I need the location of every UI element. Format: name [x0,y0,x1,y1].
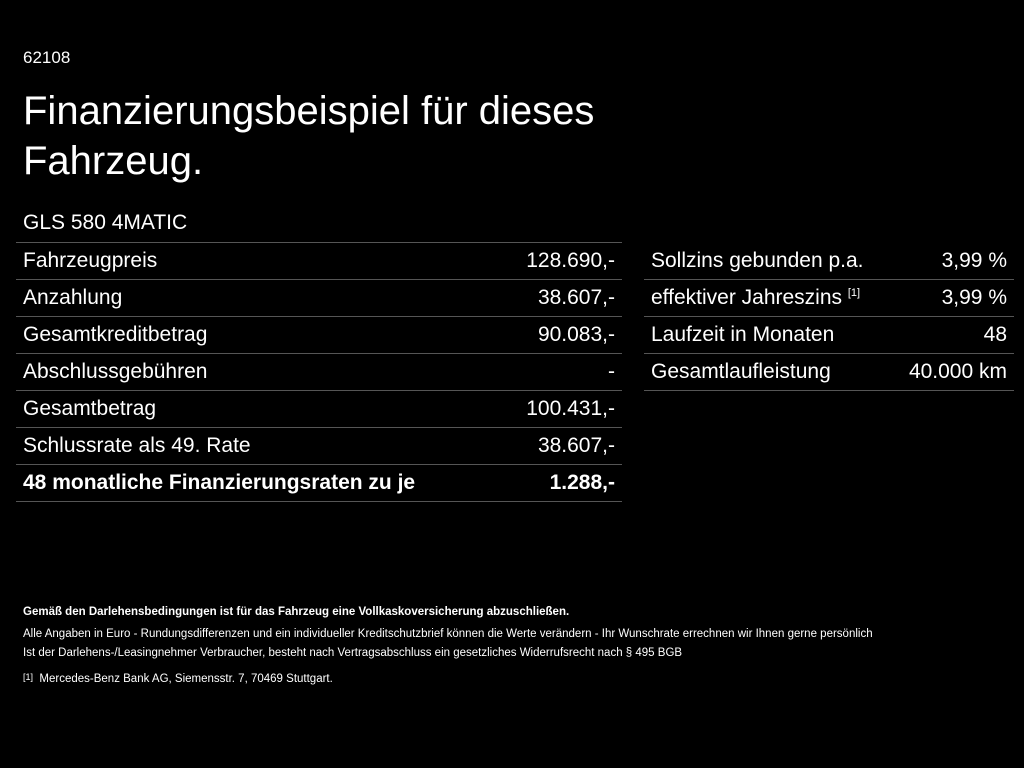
footnote-mark: [1] [23,672,34,682]
table-row: Sollzins gebunden p.a. 3,99 % [644,243,1014,280]
table-row: Gesamtlaufleistung 40.000 km [644,353,1014,391]
row-label: Sollzins gebunden p.a. [644,243,892,280]
row-label: Fahrzeugpreis [16,242,500,280]
monthly-rate-row: 48 monatliche Finanzierungsraten zu je 1.… [16,464,622,502]
disclaimer-line: Alle Angaben in Euro - Rundungsdifferenz… [23,628,873,640]
row-value: 38.607,- [499,427,622,465]
table-row: Gesamtbetrag 100.431,- [16,390,622,428]
row-value: 38.607,- [499,279,622,317]
row-value: 3,99 % [891,243,1014,280]
model-name: GLS 580 4MATIC [23,211,188,234]
row-label: Schlussrate als 49. Rate [16,427,500,465]
page-title: Finanzierungsbeispiel für dieses Fahrzeu… [23,89,595,183]
row-value: 1.288,- [499,464,622,502]
row-label: Anzahlung [16,279,500,317]
row-value: 90.083,- [499,316,622,354]
row-label: Abschlussgebühren [16,353,500,391]
row-value: 40.000 km [891,353,1014,391]
row-label: Gesamtbetrag [16,390,500,428]
row-value: 48 [891,316,1014,354]
footnote-ref: [1] [847,287,861,299]
table-row: Gesamtkreditbetrag 90.083,- [16,316,622,354]
row-value: 100.431,- [499,390,622,428]
row-label-cell: effektiver Jahreszins [1] [644,279,892,317]
row-value: - [499,353,622,391]
footnote-text: Mercedes-Benz Bank AG, Siemensstr. 7, 70… [39,673,333,685]
interest-table: Sollzins gebunden p.a. 3,99 % effektiver … [644,243,1014,391]
vehicle-code: 62108 [23,48,71,67]
row-label: Gesamtkreditbetrag [16,316,500,354]
row-label: effektiver Jahreszins [651,286,843,309]
table-row: Schlussrate als 49. Rate 38.607,- [16,427,622,465]
table-row: Laufzeit in Monaten 48 [644,316,1014,354]
table-row: Fahrzeugpreis 128.690,- [16,242,622,280]
row-value: 3,99 % [891,279,1014,317]
table-row: effektiver Jahreszins [1] 3,99 % [644,279,1014,317]
row-value: 128.690,- [499,242,622,280]
table-row: Abschlussgebühren - [16,353,622,391]
insurance-note: Gemäß den Darlehensbedingungen ist für d… [23,606,570,618]
footnote: [1] Mercedes-Benz Bank AG, Siemensstr. 7… [23,672,333,685]
row-label: Gesamtlaufleistung [644,353,892,391]
row-label: Laufzeit in Monaten [644,316,892,354]
financing-table: Fahrzeugpreis 128.690,- Anzahlung 38.607,-… [16,242,622,502]
disclaimer-line: Ist der Darlehens-/Leasingnehmer Verbrau… [23,647,683,659]
row-label: 48 monatliche Finanzierungsraten zu je [16,464,500,502]
table-row: Anzahlung 38.607,- [16,279,622,317]
